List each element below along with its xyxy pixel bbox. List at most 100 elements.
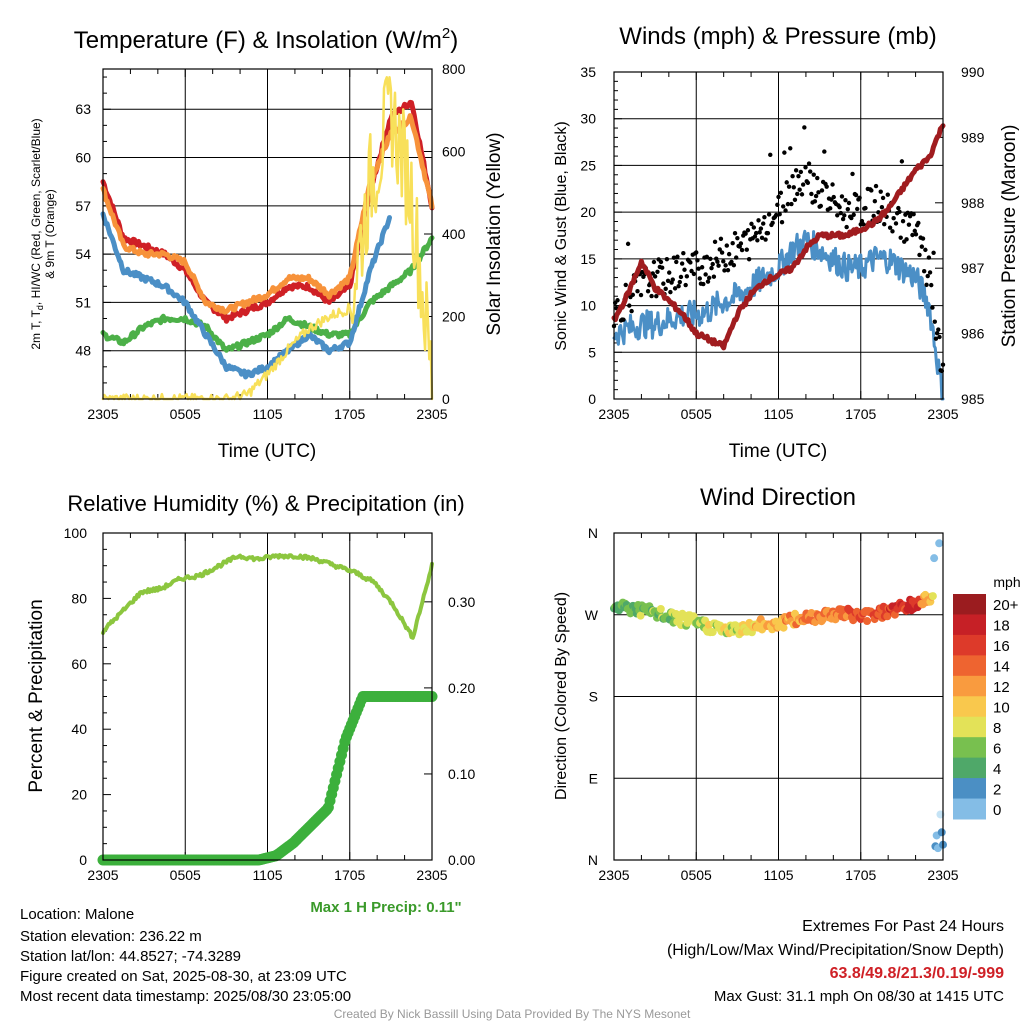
wind-gust-point <box>735 235 740 241</box>
wind-gust-point <box>688 260 693 265</box>
wind-y2tick-label: 985 <box>961 391 985 407</box>
dir-direction-point <box>818 615 827 624</box>
temp-y2tick-label: 400 <box>442 226 466 242</box>
wind-gust-point <box>891 216 896 221</box>
wind-gust-point <box>844 224 849 230</box>
temp-ytick-label: 60 <box>75 150 91 166</box>
dir-ytick-label: E <box>589 770 598 786</box>
dir-legend-swatch <box>953 716 986 738</box>
wind-gust-point <box>839 194 845 199</box>
dir-legend-label: 18 <box>993 618 1010 635</box>
wind-ytick-label: 10 <box>580 298 596 314</box>
wind-gust-point <box>785 201 791 207</box>
rh-ytick-label: 60 <box>71 656 87 672</box>
wind-gust-point <box>766 212 772 217</box>
dir-ytick-label: N <box>588 852 598 868</box>
wind-gust-point <box>672 286 678 291</box>
rh-ytick-label: 80 <box>71 590 87 606</box>
wind-gust-point <box>842 213 847 218</box>
wind-gust-point <box>770 220 775 226</box>
dir-direction-point <box>883 612 892 621</box>
wind-gust-point <box>781 204 786 209</box>
wind-xtick-label: 2305 <box>927 406 958 422</box>
temp-title: Temperature (F) & Insolation (W/m2) <box>74 25 458 54</box>
dir-direction-point <box>935 539 944 548</box>
wind-panel: 0 5 10 15 20 25 30 35 985 986 987 988 989 990 2305 0505… <box>553 23 1020 462</box>
rh-ytick-label: 40 <box>71 721 87 737</box>
wind-gust-point <box>753 230 759 236</box>
wind-gust-point <box>910 232 915 238</box>
dir-legend-swatch <box>953 614 986 636</box>
dir-direction-point <box>863 617 872 626</box>
wind-gust-point <box>789 201 794 207</box>
wind-gust-point <box>776 194 781 200</box>
wind-gust-point <box>932 319 937 324</box>
temp-series-line <box>100 235 435 353</box>
wind-gust-point <box>916 220 921 226</box>
wind-border <box>613 71 944 400</box>
wind-gust-point <box>911 212 916 217</box>
wind-gust-point <box>904 237 909 242</box>
wind-gust-point <box>676 283 681 289</box>
wind-gust-point <box>818 203 823 209</box>
wind-gust-point <box>857 195 862 200</box>
credit-text: Created By Nick Bassill Using Data Provi… <box>333 1007 691 1021</box>
wind-gust-point <box>694 250 699 255</box>
wind-gust-point <box>759 235 765 241</box>
wind-gust-point <box>654 294 659 299</box>
wind-gust-point <box>900 219 906 224</box>
wind-gust-point <box>756 218 761 223</box>
wind-gust-point <box>761 221 766 226</box>
dir-legend-swatch <box>953 594 986 615</box>
wind-xtick-label: 1105 <box>763 406 793 422</box>
wind-gust-point <box>783 208 788 213</box>
wind-gust-point <box>923 247 928 253</box>
temp-panel: 48 51 54 57 60 63 0 200 400 600 800 2305 0505 1105 170… <box>29 25 505 462</box>
wind-gust-point <box>843 198 848 203</box>
dir-ylabel: Direction (Colored By Speed) <box>553 592 570 800</box>
wind-xlabel: Time (UTC) <box>729 441 828 462</box>
wind-gust-point <box>805 180 811 185</box>
wind-gust-point <box>762 214 767 220</box>
wind-gust-point <box>802 125 807 130</box>
wind-y2label: Station Pressure (Maroon) <box>999 125 1020 348</box>
wind-gust-point <box>819 188 825 193</box>
wind-title: Winds (mph) & Pressure (mb) <box>619 23 936 50</box>
wind-gust-point <box>721 259 726 264</box>
wind-gust-point <box>743 231 748 236</box>
wind-gust-point <box>793 168 799 173</box>
wind-gust-point <box>822 149 827 154</box>
wind-gust-point <box>778 190 784 196</box>
wind-y2tick-label: 986 <box>961 326 985 342</box>
rh-border <box>102 532 433 861</box>
rh-y2tick-label: 0.30 <box>448 594 475 610</box>
wind-gust-point <box>729 259 734 265</box>
wind-gust-point <box>638 292 644 298</box>
wind-y2tick-label: 989 <box>961 129 985 145</box>
wind-gust-point <box>890 229 895 234</box>
wind-gust-point <box>782 150 787 155</box>
wind-gust-point <box>933 336 939 341</box>
rh-title: Relative Humidity (%) & Precipitation (i… <box>67 491 464 516</box>
temp-y2tick-label: 200 <box>442 309 466 325</box>
dir-direction-point <box>928 592 937 601</box>
wind-y2tick-label: 990 <box>961 64 985 80</box>
wind-gust-point <box>773 212 779 218</box>
dir-direction-point <box>930 554 939 563</box>
dir-legend-swatch <box>953 655 986 677</box>
rh-y2tick-label: 0.20 <box>448 680 475 696</box>
rh-note: Max 1 H Precip: 0.11" <box>310 899 461 916</box>
wind-gust-point <box>850 171 855 177</box>
wind-gust-point <box>931 250 936 255</box>
rh-rh-line <box>101 552 434 640</box>
wind-gust-point <box>906 222 912 227</box>
wind-gust-point <box>803 165 808 170</box>
wind-xtick-label: 0505 <box>681 406 712 422</box>
wind-gust-point <box>863 205 868 211</box>
temp-xtick-label: 0505 <box>170 406 201 422</box>
rh-ytick-label: 20 <box>71 787 87 803</box>
temp-border <box>102 68 433 400</box>
rh-ytick-label: 100 <box>64 525 88 541</box>
dir-legend-label: 16 <box>993 638 1010 655</box>
